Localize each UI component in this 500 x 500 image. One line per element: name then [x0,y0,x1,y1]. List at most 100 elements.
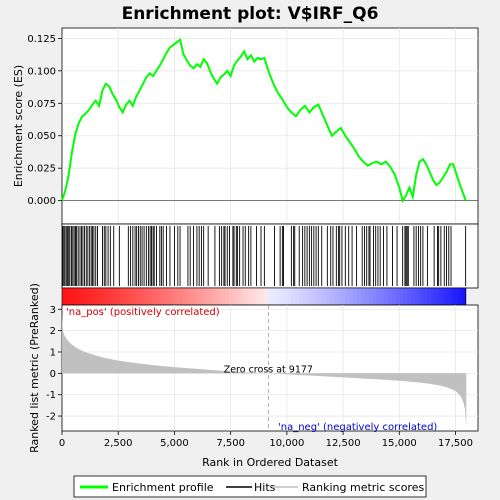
color-bar-segment [155,288,160,305]
color-bar-segment [290,288,296,305]
x-axis-label: Rank in Ordered Dataset [202,456,339,469]
color-bar-segment [73,288,79,305]
color-bar-segment [298,288,304,305]
es-tick-label: 0.100 [27,66,56,77]
color-bar-segment [100,288,106,305]
color-bar-segment [151,288,156,305]
color-bar-segment [162,288,168,305]
es-profile-line [61,37,467,204]
x-tick-label: 2,500 [104,438,133,449]
legend-label-hits: Hits [254,481,276,494]
metric-gridlines [62,305,478,431]
color-bar-segment [318,288,323,305]
color-bar-segment [77,288,83,305]
x-axis-ticks: 0 2,500 5,000 7,500 10,000 12,500 15,000 17,500 [59,431,473,449]
color-bar-segment [190,288,195,305]
color-bar-segment [182,288,187,305]
color-bar-segment [174,288,180,305]
color-bar-segment [422,288,428,305]
es-panel [61,27,479,225]
color-bar-segment [248,288,253,305]
metric-tick-label: 1 [50,347,56,358]
color-bar-segment [93,288,98,305]
color-bar-segment [166,288,172,305]
color-bar-segment [186,288,191,305]
hit-marks [62,226,467,286]
metric-tick-label: 2 [50,326,56,337]
color-bar-segment [193,288,199,305]
color-bar-segment [434,288,440,305]
color-bar-segment [147,288,152,305]
es-tick-label: 0.125 [27,34,56,45]
color-bar-segment [116,288,121,305]
color-bar-segment [104,288,110,305]
metric-tick-label: -2 [46,412,56,423]
color-bar-segment [461,288,467,305]
color-bar-segment [419,288,424,305]
color-bar-segment [159,288,164,305]
color-bar-segment [197,288,203,305]
es-tick-label: 0.000 [27,196,56,207]
es-tick-label: 0.050 [27,131,56,142]
color-bar-segment [259,288,265,305]
color-bar-segment [170,288,176,305]
negative-correlation-label: 'na_neg' (negatively correlated) [278,422,437,433]
color-bar-segment [81,288,86,305]
x-tick-label: 0 [59,438,65,449]
x-tick-label: 12,500 [326,438,361,449]
metric-y-axis-ticks: -2 -1 0 1 2 3 [46,305,62,423]
color-bar-segment [294,288,300,305]
color-bar-segment [127,288,133,305]
color-bar-segment [395,288,401,305]
color-bar-segment [112,288,117,305]
ranking-metric-area [62,315,467,428]
color-bar-segment [120,288,125,305]
ranking-color-bar [61,287,467,306]
color-bar-segment [244,288,249,305]
color-bar-segment [356,288,362,305]
legend-label-ranking-metric: Ranking metric scores [302,481,424,494]
zero-cross-annotation: Zero cross at 9177 [224,364,313,375]
x-tick-label: 7,500 [216,438,245,449]
es-gridlines [62,28,478,224]
color-bar-segment [221,288,226,305]
metric-tick-label: 0 [50,369,56,380]
x-tick-label: 17,500 [438,438,473,449]
metric-y-axis-label: Ranked list metric (PreRanked) [28,283,41,453]
color-bar-segment [368,288,374,305]
positive-correlation-label: 'na_pos' (positively correlated) [66,307,220,318]
legend-label-enrichment-profile: Enrichment profile [112,481,214,494]
color-bar-segment [139,288,145,305]
color-bar-segment [143,288,148,305]
color-bar-segment [453,288,459,305]
color-bar-segment [380,288,385,305]
color-bar-segment [325,288,331,305]
color-bar-segment [271,288,277,305]
color-bar-segment [333,288,339,305]
color-bar-segment [85,288,90,305]
color-bar-segment [446,288,451,305]
color-bar-segment [201,288,207,305]
es-tick-label: 0.025 [27,164,56,175]
color-bar-segment [178,288,183,305]
color-bar-segment [341,288,346,305]
color-bar-segment [217,288,222,305]
color-bar-segment [65,288,71,305]
color-bar-segment [450,288,455,305]
color-bar-segment [236,288,242,305]
x-tick-label: 5,000 [160,438,189,449]
x-tick-label: 15,000 [382,438,417,449]
hits-panel [61,223,479,289]
color-bar-segment [372,288,377,305]
color-bar-segment [135,288,141,305]
color-bar-segment [329,288,335,305]
color-bar-segment [256,288,261,305]
color-bar-segment [457,288,463,305]
color-bar-segment [345,288,350,305]
color-bar-segment [430,288,436,305]
color-bar-segment [407,288,412,305]
chart-title: Enrichment plot: V$IRF_Q6 [122,4,379,24]
color-bar-segment [131,288,137,305]
es-y-axis-ticks: 0.000 0.025 0.050 0.075 0.100 0.125 [27,34,62,207]
